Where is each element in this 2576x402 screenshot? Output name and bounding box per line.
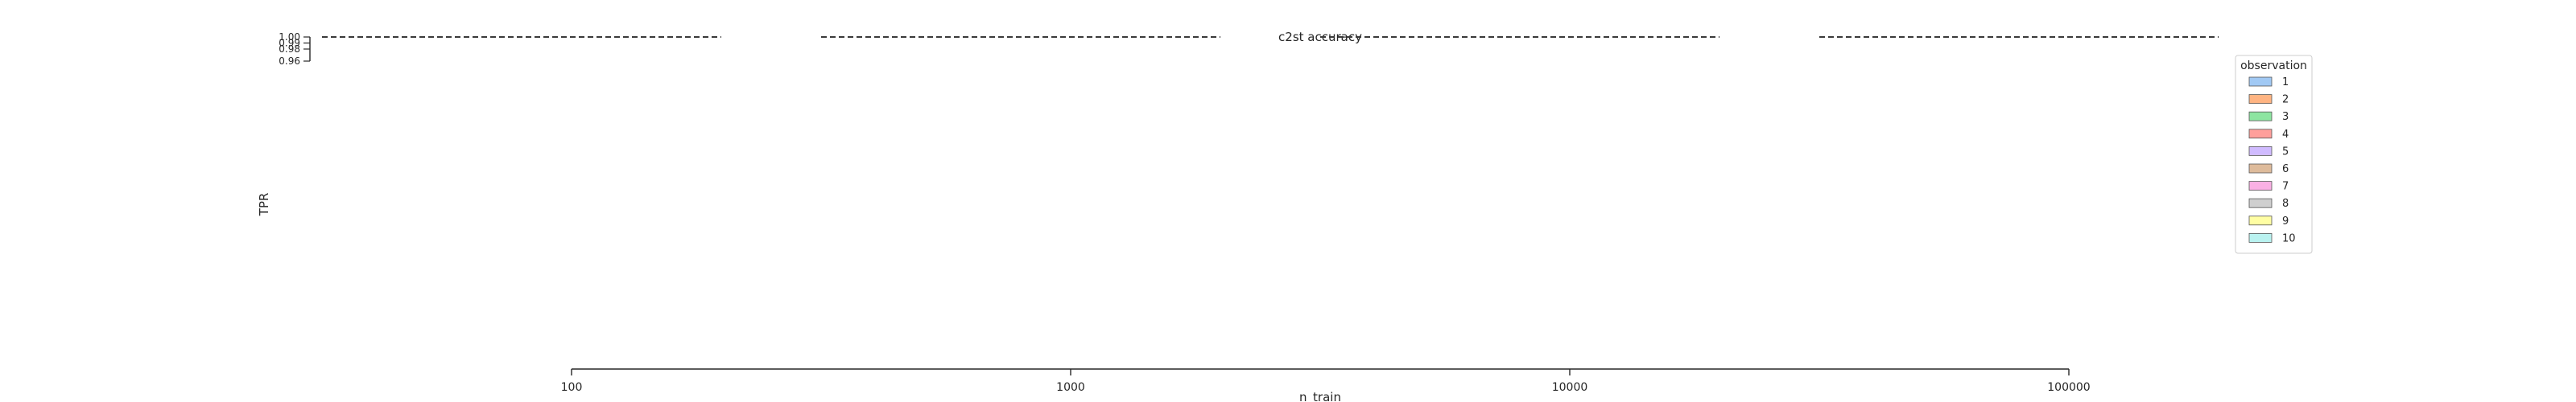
legend-swatch: [2248, 111, 2273, 121]
legend-swatch: [2248, 181, 2273, 191]
legend-label: 4: [2282, 129, 2289, 141]
legend-swatch: [2248, 146, 2273, 156]
legend: observation 1 2 3 4 5 6 7 8 9 10: [2235, 55, 2313, 254]
legend-swatch: [2248, 76, 2273, 87]
legend-swatch: [2248, 232, 2273, 243]
x-tick-label: 100000: [2047, 381, 2090, 394]
legend-frame: [2235, 55, 2313, 254]
legend-label: 3: [2282, 111, 2289, 123]
legend-swatch: [2248, 215, 2273, 226]
legend-label: 7: [2282, 181, 2289, 193]
legend-label: 1: [2282, 76, 2289, 88]
y-tick-label: 0.96: [279, 55, 300, 67]
x-axis-label: n_train: [1299, 390, 1341, 402]
y-axis: 0.960.980.991.00: [279, 31, 311, 67]
y-tick-label: 0.99: [279, 38, 300, 49]
legend-label: 6: [2282, 163, 2289, 175]
legend-swatch: [2248, 163, 2273, 174]
legend-label: 10: [2282, 232, 2296, 244]
legend-swatch: [2248, 94, 2273, 104]
legend-label: 9: [2282, 215, 2289, 228]
legend-title: observation: [2240, 59, 2307, 72]
y-tick-label: 0.98: [279, 43, 300, 55]
y-tick-label: 1.00: [279, 31, 300, 43]
legend-label: 2: [2282, 94, 2289, 106]
x-tick-label: 100: [561, 381, 583, 394]
x-axis: 100 1000 10000 100000: [561, 368, 2091, 394]
legend-label: 8: [2282, 198, 2289, 210]
legend-swatch: [2248, 129, 2273, 139]
x-tick-label: 10000: [1552, 381, 1588, 394]
x-tick-label: 1000: [1056, 381, 1085, 394]
y-axis-label: TPR: [257, 193, 271, 217]
legend-swatch: [2248, 198, 2273, 208]
legend-label: 5: [2282, 146, 2289, 158]
